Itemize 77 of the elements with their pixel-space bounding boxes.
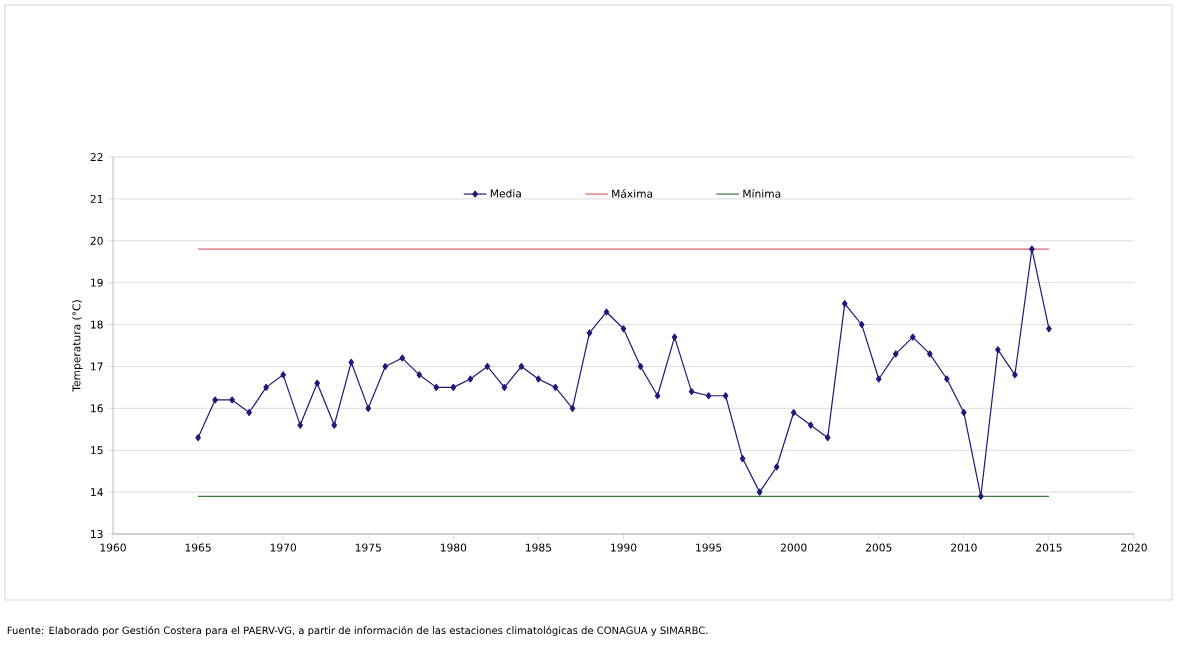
x-tick-label: 1990 bbox=[611, 543, 637, 552]
legend-label: Máxima bbox=[612, 189, 653, 198]
point bbox=[263, 383, 269, 391]
y-tick-label: 17 bbox=[91, 362, 103, 371]
x-tick-label: 1970 bbox=[270, 543, 297, 552]
point bbox=[892, 350, 899, 358]
point bbox=[450, 383, 457, 391]
y-tick-label: 21 bbox=[90, 194, 103, 203]
point bbox=[535, 375, 542, 383]
y-tick-label: 19 bbox=[91, 278, 103, 287]
point bbox=[331, 421, 338, 429]
point bbox=[995, 346, 1001, 354]
point bbox=[399, 354, 406, 362]
point bbox=[824, 434, 831, 442]
point bbox=[909, 333, 916, 341]
y-tick-label: 20 bbox=[90, 236, 103, 245]
point bbox=[569, 404, 576, 412]
point bbox=[552, 383, 559, 391]
point bbox=[927, 350, 933, 358]
point bbox=[501, 383, 508, 391]
point bbox=[229, 396, 235, 404]
point bbox=[348, 358, 355, 366]
x-tick-label: 1960 bbox=[100, 543, 126, 552]
x-tick-label: 1995 bbox=[696, 543, 722, 552]
point bbox=[365, 404, 372, 412]
point bbox=[1046, 325, 1052, 333]
point bbox=[518, 362, 525, 370]
y-tick-label: 15 bbox=[91, 446, 103, 455]
point bbox=[467, 375, 474, 383]
point bbox=[654, 392, 661, 400]
point bbox=[212, 396, 218, 404]
point bbox=[790, 408, 797, 417]
x-tick-label: 2000 bbox=[780, 543, 807, 552]
y-tick-label: 13 bbox=[91, 529, 103, 539]
y-tick-label: 18 bbox=[91, 320, 103, 329]
point bbox=[722, 392, 729, 400]
point bbox=[620, 325, 627, 333]
point bbox=[773, 463, 780, 471]
legend-label: Media bbox=[490, 189, 521, 198]
point bbox=[280, 371, 286, 379]
point bbox=[841, 300, 848, 308]
x-tick-label: 2020 bbox=[1121, 543, 1147, 552]
legend-label: Mínima bbox=[743, 189, 781, 198]
point bbox=[858, 321, 865, 329]
point bbox=[382, 362, 389, 370]
y-tick-label: 16 bbox=[91, 404, 103, 413]
point bbox=[637, 362, 644, 370]
point bbox=[297, 421, 303, 429]
source-note: Fuente: Elaborado por Gestión Costera para el PAERV-VG, a partir de información de las estaciones climatológicas de CONAGUA y SIMARBC. bbox=[7, 625, 708, 637]
point bbox=[978, 492, 984, 500]
point bbox=[739, 455, 746, 463]
point bbox=[944, 375, 950, 383]
x-tick-label: 2010 bbox=[951, 543, 977, 552]
point bbox=[688, 388, 695, 396]
point bbox=[807, 421, 814, 429]
x-tick-label: 1985 bbox=[526, 543, 552, 552]
point bbox=[603, 308, 610, 316]
point bbox=[671, 333, 678, 341]
x-tick-label: 1965 bbox=[185, 543, 211, 552]
y-tick-label: 22 bbox=[90, 153, 103, 161]
point bbox=[705, 392, 712, 400]
y-axis-title: Temperatura (°C) bbox=[72, 300, 83, 392]
x-tick-label: 1975 bbox=[355, 543, 381, 552]
point bbox=[875, 375, 882, 383]
point bbox=[314, 379, 321, 387]
point bbox=[433, 383, 440, 391]
point bbox=[756, 488, 763, 496]
y-tick-label: 14 bbox=[91, 488, 103, 496]
point bbox=[586, 329, 593, 337]
x-tick-label: 2015 bbox=[1036, 543, 1062, 552]
point bbox=[484, 362, 491, 370]
point bbox=[195, 434, 201, 442]
x-tick-label: 1980 bbox=[440, 543, 467, 552]
point bbox=[416, 371, 423, 379]
point bbox=[1029, 245, 1035, 253]
x-tick-label: 2005 bbox=[865, 543, 892, 552]
point bbox=[1012, 371, 1018, 379]
